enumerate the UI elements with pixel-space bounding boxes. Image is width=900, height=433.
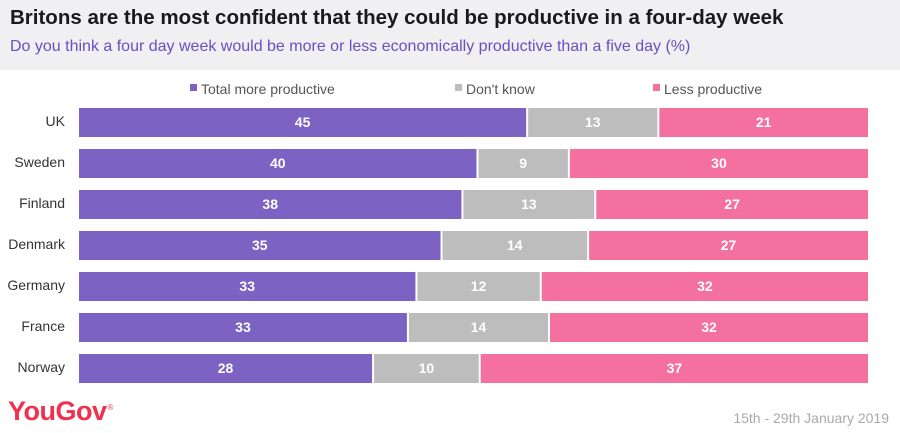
value-label-uk-don-t-know: 13 xyxy=(585,114,601,130)
bar-denmark-don-t-know xyxy=(442,231,588,260)
bar-denmark-total-more-productive xyxy=(79,231,441,260)
bar-germany-less-productive xyxy=(541,272,868,301)
legend-swatch-total-more-productive xyxy=(190,84,197,91)
bar-uk-don-t-know xyxy=(528,108,658,137)
value-label-denmark-total-more-productive: 35 xyxy=(252,237,268,253)
bar-germany-don-t-know xyxy=(417,272,540,301)
category-label-sweden: Sweden xyxy=(14,154,65,170)
value-label-norway-less-productive: 37 xyxy=(667,360,683,376)
legend-label-total-more-productive: Total more productive xyxy=(201,81,335,97)
category-label-denmark: Denmark xyxy=(8,236,66,252)
category-label-france: France xyxy=(21,318,65,334)
bar-finland-total-more-productive xyxy=(79,190,462,219)
bar-norway-don-t-know xyxy=(374,354,479,383)
legend-swatch-less-productive xyxy=(653,84,660,91)
value-label-uk-less-productive: 21 xyxy=(756,114,772,130)
value-label-france-less-productive: 32 xyxy=(701,319,717,335)
chart-title: Britons are the most confident that they… xyxy=(10,6,784,29)
value-label-germany-total-more-productive: 33 xyxy=(239,278,255,294)
chart-subtitle: Do you think a four day week would be mo… xyxy=(10,38,691,55)
bar-uk-total-more-productive xyxy=(79,108,527,137)
value-label-uk-total-more-productive: 45 xyxy=(295,114,311,130)
bar-sweden-don-t-know xyxy=(478,149,568,178)
value-label-norway-don-t-know: 10 xyxy=(419,360,435,376)
value-label-sweden-less-productive: 30 xyxy=(711,155,727,171)
value-label-denmark-less-productive: 27 xyxy=(721,237,737,253)
value-label-france-don-t-know: 14 xyxy=(471,319,487,335)
bar-france-less-productive xyxy=(550,313,868,342)
category-label-finland: Finland xyxy=(19,195,65,211)
value-label-denmark-don-t-know: 14 xyxy=(507,237,523,253)
legend-label-don-t-know: Don't know xyxy=(466,81,536,97)
bar-france-don-t-know xyxy=(408,313,549,342)
category-label-norway: Norway xyxy=(18,359,65,375)
value-label-germany-less-productive: 32 xyxy=(697,278,713,294)
bar-norway-less-productive xyxy=(480,354,868,383)
value-label-finland-don-t-know: 13 xyxy=(521,196,537,212)
value-label-finland-less-productive: 27 xyxy=(724,196,740,212)
bar-finland-don-t-know xyxy=(463,190,595,219)
brand-mark: ® xyxy=(107,403,114,412)
value-label-germany-don-t-know: 12 xyxy=(471,278,487,294)
bar-germany-total-more-productive xyxy=(79,272,416,301)
bar-sweden-total-more-productive xyxy=(79,149,477,178)
bar-france-total-more-productive xyxy=(79,313,407,342)
legend-swatch-don-t-know xyxy=(455,84,462,91)
legend-label-less-productive: Less productive xyxy=(664,81,762,97)
header-band: Britons are the most confident that they… xyxy=(0,0,900,70)
value-label-sweden-don-t-know: 9 xyxy=(519,155,527,171)
bar-sweden-less-productive xyxy=(569,149,868,178)
value-label-sweden-total-more-productive: 40 xyxy=(270,155,286,171)
survey-date: 15th - 29th January 2019 xyxy=(733,410,889,426)
value-label-finland-total-more-productive: 38 xyxy=(262,196,278,212)
category-label-uk: UK xyxy=(46,113,66,129)
category-label-germany: Germany xyxy=(7,277,65,293)
value-label-france-total-more-productive: 33 xyxy=(235,319,251,335)
yougov-logo: YouGov® xyxy=(8,396,113,427)
bar-denmark-less-productive xyxy=(589,231,868,260)
value-label-norway-total-more-productive: 28 xyxy=(218,360,234,376)
brand-name: YouGov xyxy=(8,396,107,426)
bar-uk-less-productive xyxy=(659,108,868,137)
bar-norway-total-more-productive xyxy=(79,354,373,383)
bar-finland-less-productive xyxy=(596,190,868,219)
